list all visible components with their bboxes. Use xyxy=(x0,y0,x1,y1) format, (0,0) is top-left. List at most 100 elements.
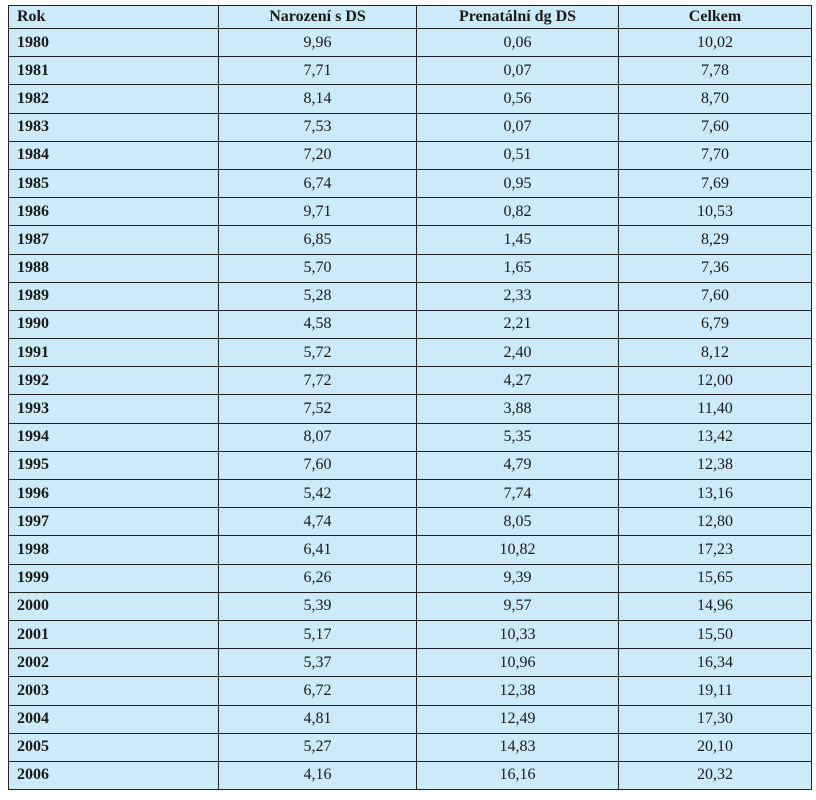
value-cell: 3,88 xyxy=(416,394,619,424)
value-cell: 4,58 xyxy=(218,309,417,340)
value-cell: 7,60 xyxy=(618,112,812,142)
value-cell: 5,70 xyxy=(218,253,417,283)
value-cell: 9,96 xyxy=(218,27,417,58)
value-cell: 6,85 xyxy=(218,225,417,255)
table-row: 1991 5,72 2,40 8,12 xyxy=(8,338,812,368)
table-row: 2004 4,81 12,49 17,30 xyxy=(8,704,812,734)
value-cell: 7,60 xyxy=(618,281,812,311)
value-cell: 4,27 xyxy=(416,366,619,396)
year-cell: 1986 xyxy=(8,197,219,227)
year-cell: 2005 xyxy=(8,732,219,762)
value-cell: 7,20 xyxy=(218,140,417,170)
value-cell: 6,79 xyxy=(618,309,812,340)
value-cell: 10,82 xyxy=(416,535,619,565)
value-cell: 8,14 xyxy=(218,84,417,114)
value-cell: 2,40 xyxy=(416,338,619,368)
value-cell: 12,80 xyxy=(618,507,812,537)
value-cell: 20,10 xyxy=(618,732,812,762)
value-cell: 6,41 xyxy=(218,535,417,565)
value-cell: 15,65 xyxy=(618,563,812,593)
value-cell: 0,95 xyxy=(416,168,619,199)
year-cell: 1992 xyxy=(8,366,219,396)
value-cell: 12,38 xyxy=(416,676,619,706)
value-cell: 11,40 xyxy=(618,394,812,424)
table-row: 2000 5,39 9,57 14,96 xyxy=(8,591,812,621)
value-cell: 16,16 xyxy=(416,760,619,791)
value-cell: 10,96 xyxy=(416,648,619,678)
value-cell: 7,74 xyxy=(416,478,619,509)
table-row: 2002 5,37 10,96 16,34 xyxy=(8,648,812,678)
value-cell: 5,17 xyxy=(218,619,417,650)
year-cell: 1999 xyxy=(8,563,219,593)
table-row: 1980 9,96 0,06 10,02 xyxy=(8,27,812,58)
value-cell: 7,70 xyxy=(618,140,812,170)
data-table: Rok Narození s DS Prenatální dg DS Celkem 1… xyxy=(8,5,812,791)
table-row: 1989 5,28 2,33 7,60 xyxy=(8,281,812,311)
header-cell: Prenatální dg DS xyxy=(416,5,619,29)
table-row: 1997 4,74 8,05 12,80 xyxy=(8,507,812,537)
table-row: 1986 9,71 0,82 10,53 xyxy=(8,197,812,227)
table-row: 2003 6,72 12,38 19,11 xyxy=(8,676,812,706)
value-cell: 10,53 xyxy=(618,197,812,227)
value-cell: 14,83 xyxy=(416,732,619,762)
year-cell: 1990 xyxy=(8,309,219,340)
value-cell: 17,23 xyxy=(618,535,812,565)
value-cell: 13,42 xyxy=(618,422,812,452)
value-cell: 8,05 xyxy=(416,507,619,537)
value-cell: 2,21 xyxy=(416,309,619,340)
value-cell: 6,74 xyxy=(218,168,417,199)
table-row: 2001 5,17 10,33 15,50 xyxy=(8,619,812,650)
value-cell: 7,71 xyxy=(218,56,417,86)
year-cell: 1991 xyxy=(8,338,219,368)
value-cell: 6,26 xyxy=(218,563,417,593)
year-cell: 1994 xyxy=(8,422,219,452)
value-cell: 5,42 xyxy=(218,478,417,509)
value-cell: 7,60 xyxy=(218,450,417,481)
year-cell: 1985 xyxy=(8,168,219,199)
year-cell: 1984 xyxy=(8,140,219,170)
table-row: 1996 5,42 7,74 13,16 xyxy=(8,478,812,509)
value-cell: 5,72 xyxy=(218,338,417,368)
year-cell: 1981 xyxy=(8,56,219,86)
table-row: 2005 5,27 14,83 20,10 xyxy=(8,732,812,762)
value-cell: 9,57 xyxy=(416,591,619,621)
value-cell: 4,79 xyxy=(416,450,619,481)
value-cell: 8,12 xyxy=(618,338,812,368)
year-cell: 1993 xyxy=(8,394,219,424)
year-cell: 1980 xyxy=(8,27,219,58)
value-cell: 12,49 xyxy=(416,704,619,734)
value-cell: 17,30 xyxy=(618,704,812,734)
table-row: 1985 6,74 0,95 7,69 xyxy=(8,168,812,199)
value-cell: 13,16 xyxy=(618,478,812,509)
value-cell: 7,69 xyxy=(618,168,812,199)
value-cell: 15,50 xyxy=(618,619,812,650)
value-cell: 1,65 xyxy=(416,253,619,283)
value-cell: 0,06 xyxy=(416,27,619,58)
value-cell: 14,96 xyxy=(618,591,812,621)
value-cell: 10,02 xyxy=(618,27,812,58)
year-cell: 1998 xyxy=(8,535,219,565)
year-cell: 2006 xyxy=(8,760,219,791)
value-cell: 0,56 xyxy=(416,84,619,114)
value-cell: 4,16 xyxy=(218,760,417,791)
value-cell: 2,33 xyxy=(416,281,619,311)
table-row: 1982 8,14 0,56 8,70 xyxy=(8,84,812,114)
value-cell: 16,34 xyxy=(618,648,812,678)
table-body: 1980 9,96 0,06 10,02 1981 7,71 0,07 7,78 1982 8,1… xyxy=(8,27,812,791)
value-cell: 12,00 xyxy=(618,366,812,396)
value-cell: 0,07 xyxy=(416,56,619,86)
year-cell: 2001 xyxy=(8,619,219,650)
table-row: 1981 7,71 0,07 7,78 xyxy=(8,56,812,86)
value-cell: 7,52 xyxy=(218,394,417,424)
year-cell: 1989 xyxy=(8,281,219,311)
value-cell: 5,35 xyxy=(416,422,619,452)
table-row: 1984 7,20 0,51 7,70 xyxy=(8,140,812,170)
value-cell: 20,32 xyxy=(618,760,812,791)
year-cell: 2000 xyxy=(8,591,219,621)
year-cell: 1982 xyxy=(8,84,219,114)
table-row: 1988 5,70 1,65 7,36 xyxy=(8,253,812,283)
value-cell: 7,53 xyxy=(218,112,417,142)
table-row: 1999 6,26 9,39 15,65 xyxy=(8,563,812,593)
value-cell: 5,37 xyxy=(218,648,417,678)
